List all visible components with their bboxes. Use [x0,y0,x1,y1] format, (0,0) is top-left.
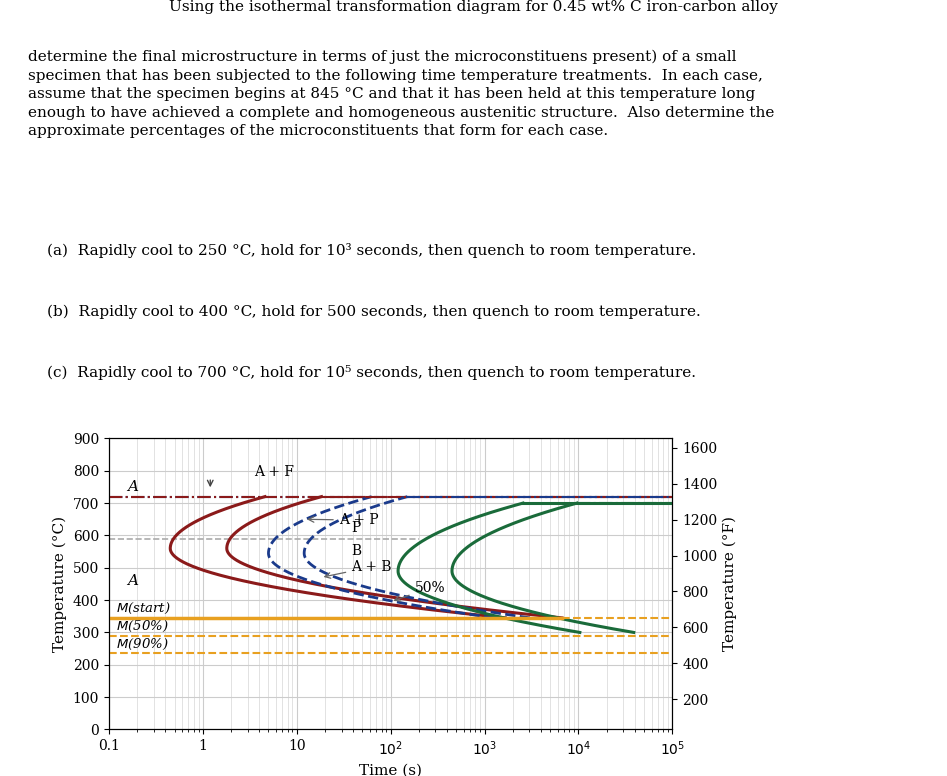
Text: (b)  Rapidly cool to 400 °C, hold for 500 seconds, then quench to room temperatu: (b) Rapidly cool to 400 °C, hold for 500… [47,304,701,319]
Text: $M$(90%): $M$(90%) [116,637,169,652]
Text: (c)  Rapidly cool to 700 °C, hold for 10⁵ seconds, then quench to room temperatu: (c) Rapidly cool to 700 °C, hold for 10⁵… [47,365,696,380]
Text: $M$(50%): $M$(50%) [116,619,169,634]
Text: A: A [128,573,138,587]
X-axis label: Time (s): Time (s) [359,764,422,776]
Text: $M$(start): $M$(start) [116,601,171,615]
Text: P: P [351,521,361,535]
Text: (a)  Rapidly cool to 250 °C, hold for 10³ seconds, then quench to room temperatu: (a) Rapidly cool to 250 °C, hold for 10³… [47,244,697,258]
Text: A + B: A + B [325,560,392,578]
Text: B: B [351,543,362,557]
Text: A + P: A + P [309,513,379,527]
Text: 50%: 50% [395,581,445,601]
Text: Using the isothermal transformation diagram for 0.45 wt% C iron-carbon alloy: Using the isothermal transformation diag… [170,0,777,14]
Y-axis label: Temperature (°C): Temperature (°C) [53,516,67,652]
Text: A: A [128,480,138,494]
Text: determine the final microstructure in terms of just the microconstituens present: determine the final microstructure in te… [28,50,775,138]
Text: A + F: A + F [254,466,294,480]
Y-axis label: Temperature (°F): Temperature (°F) [723,517,738,651]
